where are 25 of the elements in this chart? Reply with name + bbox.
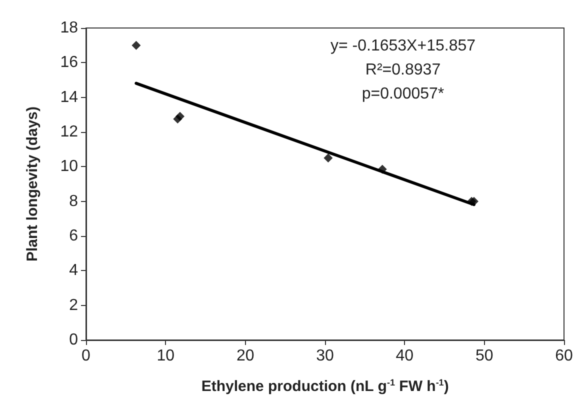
x-tick-label: 60 [555, 348, 573, 364]
y-tick-label: 14 [60, 88, 78, 106]
y-axis-title: Plant longevity (days) [24, 106, 41, 262]
y-tick-label: 2 [69, 296, 78, 314]
y-tick-label: 0 [69, 332, 78, 348]
point [176, 112, 185, 121]
y-tick-label: 4 [69, 262, 78, 280]
x-tick-label: 30 [316, 348, 334, 364]
y-tick-label: 8 [69, 192, 78, 210]
point [132, 40, 141, 50]
y-tick-label: 6 [69, 228, 78, 244]
annotation: R²=0.8937 [365, 62, 441, 78]
annotation: y= -0.1653X+15.857 [330, 38, 476, 54]
x-tick-label: 0 [82, 348, 91, 364]
x-tick-label: 50 [475, 348, 494, 364]
y-tick-label: 18 [60, 20, 78, 36]
x-tick-label: 40 [396, 348, 414, 364]
point [378, 164, 387, 174]
y-tick-label: 10 [60, 158, 78, 176]
y-tick-label: 16 [60, 54, 78, 72]
x-tick-label: 20 [236, 348, 254, 364]
point [324, 154, 333, 162]
annotation: p=0.00057* [362, 86, 444, 102]
y-tick-label: 12 [60, 124, 78, 140]
x-tick-label: 10 [156, 348, 175, 364]
